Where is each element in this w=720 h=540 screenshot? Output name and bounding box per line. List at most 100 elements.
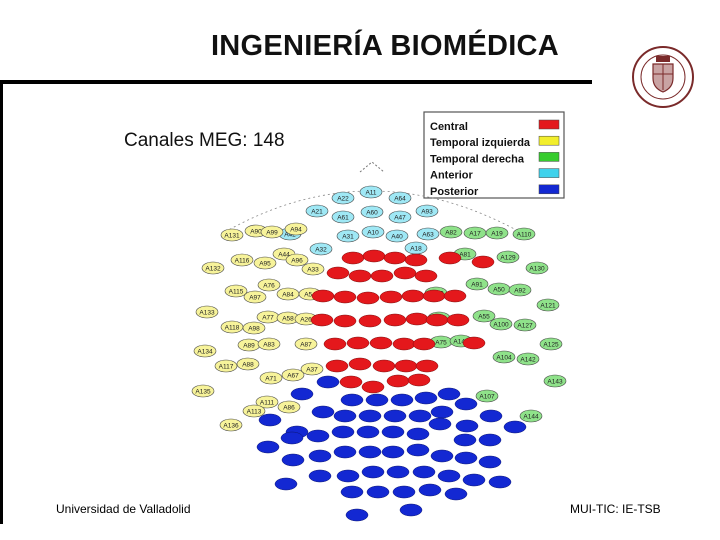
sensor-label: A18: [410, 246, 422, 253]
sensor-A121: A121: [536, 298, 560, 312]
sensor-A67: A67: [281, 368, 305, 382]
sensor-central: [333, 314, 357, 328]
sensor-label: A141: [453, 339, 469, 346]
sensor-label: A132: [205, 266, 221, 273]
sensor-A21: A21: [305, 204, 329, 218]
sensor-label: A118: [225, 325, 240, 332]
sensor-A118: A118: [220, 320, 244, 334]
sensor-posterior: [383, 409, 407, 423]
legend-label: Temporal izquierda: [430, 137, 531, 149]
sensor-label: A94: [290, 227, 302, 234]
sensor-central: [356, 291, 380, 305]
sensor-posterior: [274, 477, 298, 491]
legend-label: Anterior: [430, 170, 474, 182]
sensor-A11: A11: [359, 185, 383, 199]
legend-swatch: [538, 152, 560, 162]
sensor-central: [333, 290, 357, 304]
sensor-label: A42: [284, 232, 296, 239]
sensor-A93: A93: [415, 204, 439, 218]
sensor-label: A83: [263, 342, 275, 349]
sensor-label: A75: [435, 340, 447, 347]
sensor-label: A129: [500, 255, 516, 262]
sensor-label: A142: [520, 357, 536, 364]
sensor-label: A82: [445, 230, 457, 237]
sensor-A129: A129: [496, 250, 520, 264]
sensor-central: [393, 266, 417, 280]
sensor-A117: A117: [214, 359, 238, 373]
sensor-label: A113: [247, 409, 262, 416]
sensor-A60: A60: [360, 205, 384, 219]
legend-label: Posterior: [430, 186, 479, 198]
sensor-label: A55: [478, 314, 490, 321]
university-seal-icon: [632, 46, 694, 108]
sensor-posterior: [331, 425, 355, 439]
title-underline: [0, 80, 592, 84]
sensor-A100: A100: [489, 317, 513, 331]
sensor-posterior: [406, 427, 430, 441]
sensor-label: A96: [291, 258, 303, 265]
sensor-label: A99: [266, 230, 278, 237]
sensor-A17: A17: [463, 226, 487, 240]
sensor-posterior: [430, 449, 454, 463]
sensor-central: [405, 312, 429, 326]
sensor-A18: A18: [404, 241, 428, 255]
sensor-central: [362, 249, 386, 263]
sensor-A84: A84: [276, 287, 300, 301]
sensor-A107: A107: [475, 389, 499, 403]
sensor-A31: A31: [336, 229, 360, 243]
sensor-A97: A97: [243, 290, 267, 304]
sensor-label: A71: [265, 376, 277, 383]
sensor-posterior: [412, 465, 436, 479]
footer-course: MUI-TIC: IE-TSB: [570, 502, 661, 516]
legend: Central Temporal izquierda Temporal derech…: [423, 111, 565, 199]
legend-label: Temporal derecha: [430, 153, 525, 165]
sensor-label: A21: [311, 209, 323, 216]
legend-swatch: [538, 168, 560, 178]
sensor-posterior: [392, 485, 416, 499]
sensor-posterior: [478, 455, 502, 469]
sensor-A64: A64: [388, 191, 412, 205]
sensor-central: [310, 313, 334, 327]
sensor-A134: A134: [193, 344, 217, 358]
sensor-central: [311, 289, 335, 303]
sensor-posterior: [258, 413, 282, 427]
sensor-label: A26: [300, 317, 312, 324]
sensor-posterior: [437, 387, 461, 401]
sensor-central: [341, 251, 365, 265]
sensor-central: [404, 253, 428, 267]
sensor-posterior: [406, 443, 430, 457]
sensor-A83: A83: [257, 337, 281, 351]
sensor-A10: A10: [361, 225, 385, 239]
sensor-posterior: [361, 465, 385, 479]
sensor-label: A47: [394, 215, 406, 222]
sensor-A76: A76: [257, 278, 281, 292]
sensor-posterior: [290, 387, 314, 401]
sensor-label: A97: [249, 295, 261, 302]
sensor-A63: A63: [416, 227, 440, 241]
sensor-label: A136: [223, 423, 239, 430]
sensor-posterior: [503, 420, 527, 434]
sensor-label: A90: [250, 229, 262, 236]
sensor-label: A92: [514, 288, 526, 295]
sensor-posterior: [488, 475, 512, 489]
sensor-label: A63: [422, 232, 434, 239]
sensor-label: A61: [337, 215, 349, 222]
sensor-central: [339, 375, 363, 389]
sensor-central: [425, 313, 449, 327]
sensor-A88: A88: [236, 357, 260, 371]
sensor-A115: A115: [224, 284, 248, 298]
sensor-label: A133: [199, 310, 215, 317]
footer-institution: Universidad de Valladolid: [56, 502, 191, 516]
sensor-label: A19: [491, 231, 503, 238]
sensor-A130: A130: [525, 261, 549, 275]
sensor-central: [372, 359, 396, 373]
sensor-A135: A135: [191, 384, 215, 398]
sensor-posterior: [478, 433, 502, 447]
sensor-label: A127: [517, 323, 533, 330]
sensor-posterior: [444, 487, 468, 501]
sensor-A77: A77: [256, 310, 280, 324]
sensor-A71: A71: [259, 371, 283, 385]
left-margin-rule: [0, 84, 3, 524]
sensor-posterior: [356, 425, 380, 439]
sensor-central: [462, 336, 486, 350]
